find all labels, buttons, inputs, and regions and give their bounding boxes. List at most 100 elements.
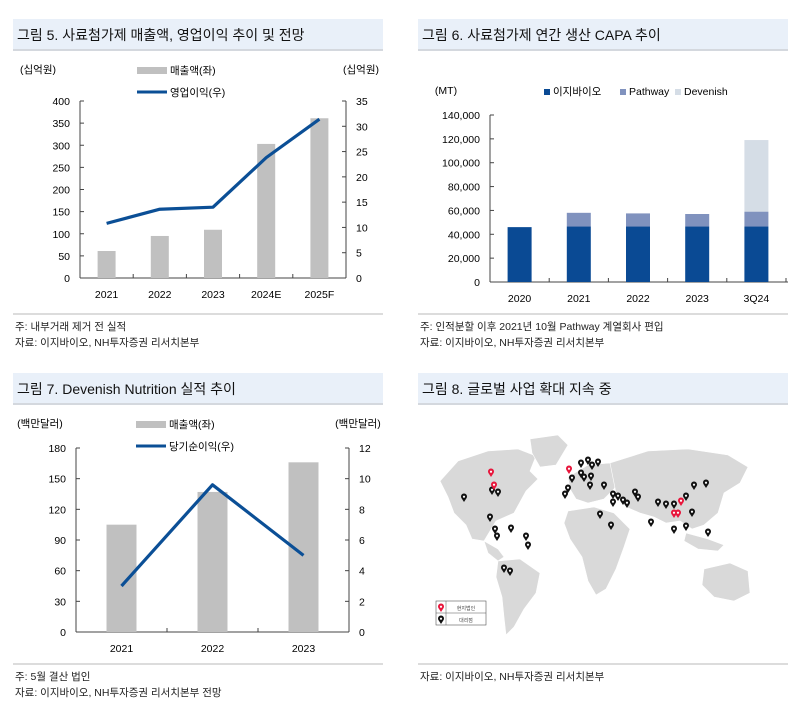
distributor-pin-icon bbox=[438, 615, 444, 624]
figure-6-note: 주: 인적분할 이후 2021년 10월 Pathway 계열회사 편입 bbox=[420, 321, 664, 333]
distributor-pin-icon bbox=[562, 490, 568, 499]
bar-2021 bbox=[97, 251, 116, 278]
distributor-pin-icon bbox=[588, 472, 594, 481]
landmass bbox=[529, 434, 569, 468]
left-axis-tick: 200 bbox=[52, 185, 70, 197]
right-axis-tick: 10 bbox=[359, 474, 371, 486]
bar-2023-Pathway bbox=[685, 214, 710, 227]
x-axis-label: 3Q24 bbox=[744, 293, 770, 305]
x-axis-label: 2022 bbox=[201, 643, 225, 655]
distributor-pin-icon bbox=[585, 456, 591, 465]
legend-distributor: 대리점 bbox=[459, 617, 473, 624]
distributor-pin-icon bbox=[525, 541, 531, 550]
distributor-pin-icon bbox=[492, 525, 498, 534]
left-axis-tick: 400 bbox=[52, 96, 70, 108]
distributor-pin-icon bbox=[578, 459, 584, 468]
x-axis-label: 2021 bbox=[110, 643, 134, 655]
landmass bbox=[683, 532, 725, 552]
distributor-pin-icon bbox=[589, 461, 595, 470]
distributor-pin-icon bbox=[683, 522, 689, 531]
right-axis-tick: 25 bbox=[356, 147, 368, 159]
local-subsidiary-pin-icon bbox=[678, 497, 684, 506]
distributor-pin-icon bbox=[671, 500, 677, 509]
legend-swatch bbox=[620, 89, 626, 95]
left-axis-unit: (십억원) bbox=[20, 64, 56, 76]
left-axis-tick: 120 bbox=[48, 504, 66, 516]
left-axis-tick: 250 bbox=[52, 162, 70, 174]
right-axis-tick: 30 bbox=[356, 121, 368, 133]
left-axis-tick: 30 bbox=[54, 596, 66, 608]
bar-2022 bbox=[197, 491, 228, 632]
left-axis-tick: 0 bbox=[60, 627, 66, 639]
figure-5-divider bbox=[13, 313, 383, 315]
left-axis-tick: 50 bbox=[58, 251, 70, 263]
figure-6-panel: 그림 6. 사료첨가제 연간 생산 CAPA 추이 (MT) 이지바이오 Pathw… bbox=[418, 19, 788, 349]
left-axis-tick: 300 bbox=[52, 140, 70, 152]
distributor-pin-icon bbox=[569, 474, 575, 483]
right-axis-tick: 8 bbox=[359, 504, 365, 516]
x-axis-label: 2021 bbox=[95, 289, 119, 301]
distributor-pin-icon bbox=[597, 510, 603, 519]
x-axis-label: 2023 bbox=[686, 293, 710, 305]
bar-3Q24-이지바이오 bbox=[744, 226, 769, 282]
bar-2021-이지바이오 bbox=[566, 226, 591, 282]
figure-8-panel: 그림 8. 글로벌 사업 확대 지속 중 현지법인 대리점 자료: 이지바이오, … bbox=[418, 373, 788, 713]
x-axis-label: 2022 bbox=[148, 289, 172, 301]
figure-6-title: 그림 6. 사료첨가제 연간 생산 CAPA 추이 bbox=[418, 19, 788, 51]
bar-2021 bbox=[106, 524, 137, 632]
legend-label: 이지바이오 bbox=[553, 86, 602, 98]
distributor-pin-icon bbox=[587, 481, 593, 490]
legend-local-subsidiary: 현지법인 bbox=[457, 605, 476, 612]
distributor-pin-icon bbox=[655, 498, 661, 507]
distributor-pin-icon bbox=[508, 524, 514, 533]
bar-2024E bbox=[257, 143, 276, 278]
local-subsidiary-pin-icon bbox=[566, 465, 572, 474]
distributor-pin-icon bbox=[494, 532, 500, 541]
local-subsidiary-pin-icon bbox=[438, 603, 444, 612]
legend-line-label: 영업이익(우) bbox=[170, 86, 225, 99]
axis-unit: (MT) bbox=[435, 85, 457, 97]
bar-2020-이지바이오 bbox=[507, 227, 532, 282]
right-axis-unit: (십억원) bbox=[343, 64, 379, 76]
line-series bbox=[106, 117, 321, 225]
x-axis-label: 2020 bbox=[508, 293, 532, 305]
left-axis-tick: 100 bbox=[52, 229, 70, 241]
landmass bbox=[563, 506, 631, 596]
figure-5-source: 자료: 이지바이오, NH투자증권 리서치본부 bbox=[15, 337, 200, 349]
bar-2023-이지바이오 bbox=[685, 226, 710, 282]
y-axis-tick: 0 bbox=[474, 277, 480, 289]
left-axis-tick: 150 bbox=[52, 207, 70, 219]
right-axis-tick: 6 bbox=[359, 535, 365, 547]
y-axis-tick: 20,000 bbox=[448, 253, 480, 265]
distributor-pin-icon bbox=[648, 518, 654, 527]
distributor-pin-icon bbox=[523, 532, 529, 541]
right-axis-tick: 5 bbox=[356, 248, 362, 260]
figure-5-chart: (십억원) (십억원)매출액(좌)영업이익(우)05010015020025030… bbox=[20, 64, 379, 301]
distributor-pin-icon bbox=[671, 525, 677, 534]
x-axis-label: 2025F bbox=[305, 289, 335, 301]
legend-bar-label: 매출액(좌) bbox=[169, 419, 215, 431]
bar-2022-이지바이오 bbox=[626, 226, 650, 282]
distributor-pin-icon bbox=[705, 528, 711, 537]
figure-7-chart: (백만달러) (백만달러)매출액(좌)당기순이익(우)03060901201501… bbox=[17, 418, 381, 655]
figure-6-divider bbox=[418, 313, 788, 315]
right-axis-tick: 10 bbox=[356, 222, 368, 234]
distributor-pin-icon bbox=[487, 513, 493, 522]
right-axis-tick: 35 bbox=[356, 96, 368, 108]
x-axis-label: 2021 bbox=[567, 293, 591, 305]
legend-bar-swatch bbox=[137, 67, 167, 74]
y-axis-tick: 120,000 bbox=[442, 134, 480, 146]
distributor-pin-icon bbox=[610, 498, 616, 507]
distributor-pin-icon bbox=[663, 500, 669, 509]
bar-2022 bbox=[150, 235, 169, 278]
distributor-pin-icon bbox=[595, 458, 601, 467]
distributor-pin-icon bbox=[703, 479, 709, 488]
figure-5-title: 그림 5. 사료첨가제 매출액, 영업이익 추이 및 전망 bbox=[13, 19, 383, 51]
legend-label: Devenish bbox=[684, 86, 728, 98]
bar-2022-Pathway bbox=[626, 213, 650, 227]
y-axis-tick: 60,000 bbox=[448, 205, 480, 217]
distributor-pin-icon bbox=[578, 469, 584, 478]
legend-swatch bbox=[544, 89, 550, 95]
distributor-pin-icon bbox=[501, 564, 507, 573]
